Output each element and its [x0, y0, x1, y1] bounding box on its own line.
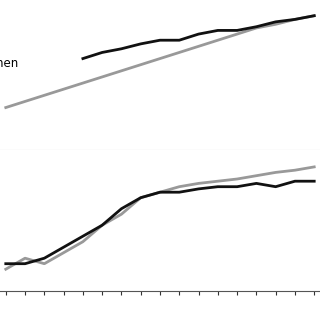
Text: Women: Women: [0, 57, 19, 70]
